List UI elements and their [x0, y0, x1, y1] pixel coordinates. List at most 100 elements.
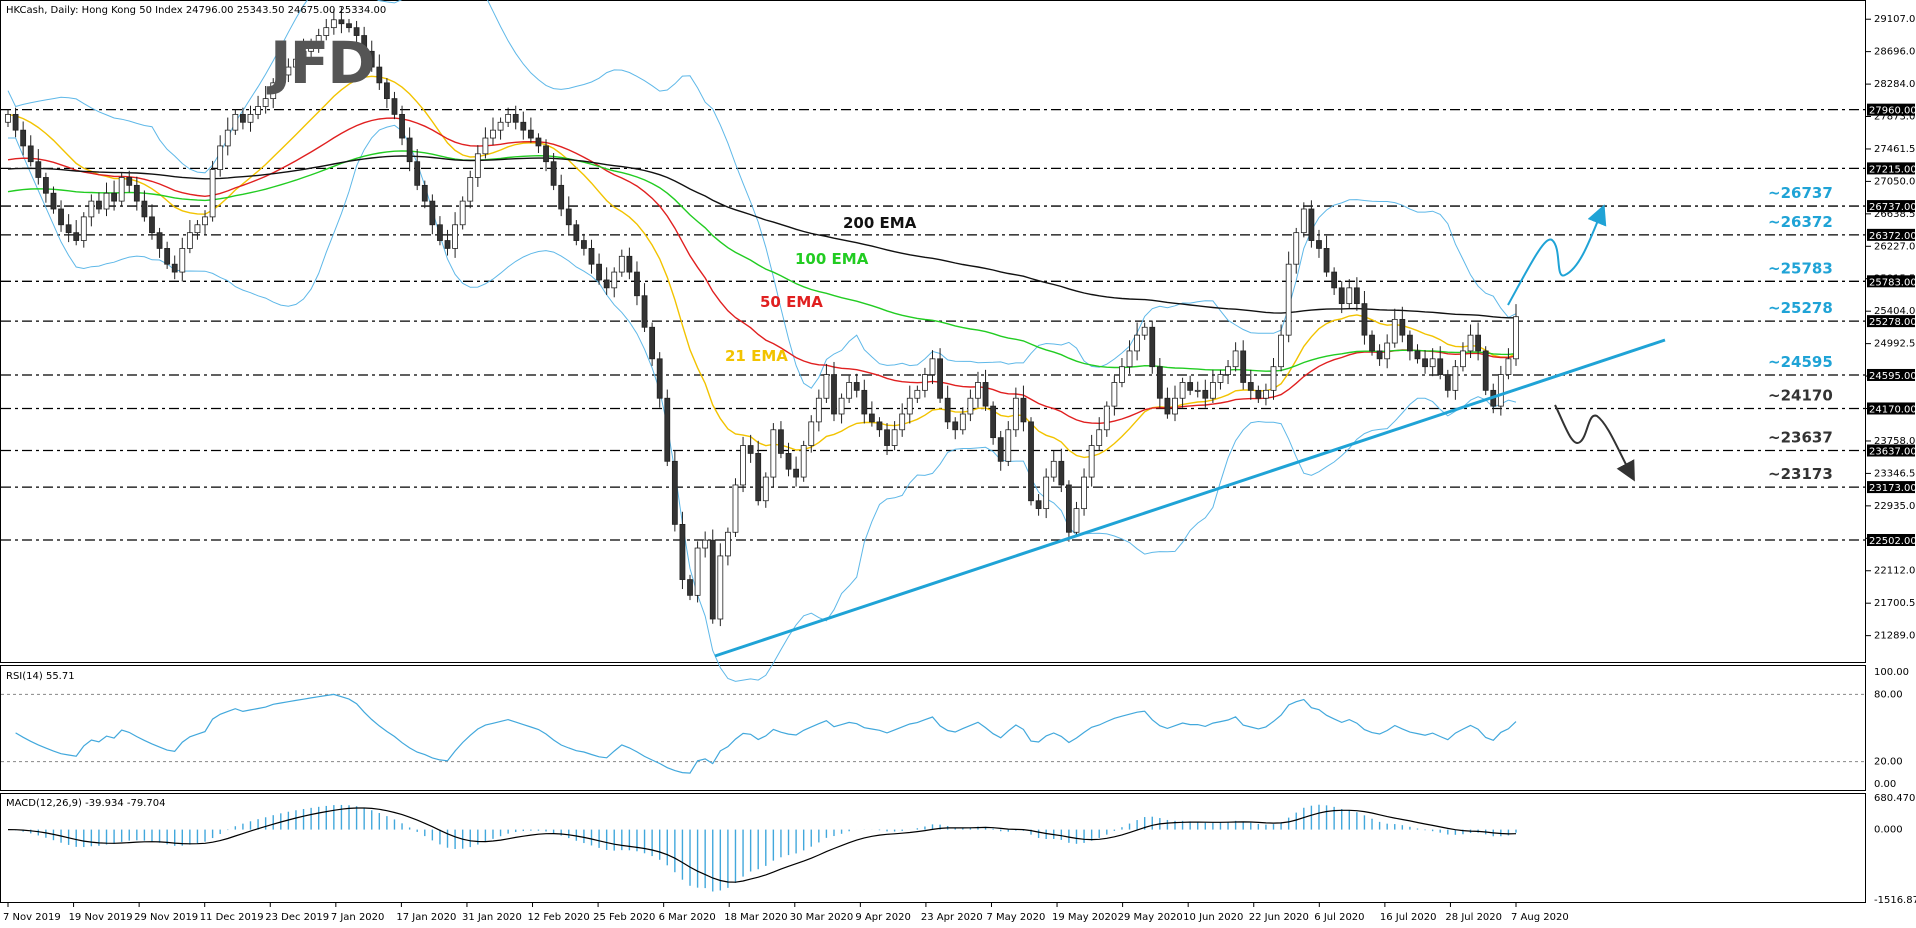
candle-body — [1407, 334, 1413, 352]
candle-body — [330, 19, 337, 29]
candle-body — [1414, 350, 1421, 360]
candle-body — [186, 232, 193, 249]
candle-body — [861, 389, 868, 415]
candle-body — [808, 421, 815, 446]
candle-body — [1020, 397, 1027, 423]
time-tick-label: 7 May 2020 — [986, 912, 1045, 923]
time-tick-label: 19 May 2020 — [1052, 912, 1117, 923]
candle-body — [96, 200, 102, 210]
candle-body — [876, 421, 883, 431]
candle-body — [315, 35, 322, 44]
rsi-pane-frame — [0, 665, 1866, 791]
candle-body — [1202, 389, 1209, 399]
candle-body — [709, 539, 716, 620]
candle-body — [467, 177, 474, 202]
price-tick-label: 27873.00 — [1874, 112, 1916, 123]
level-price-box — [1867, 533, 1915, 546]
main-pane-frame — [0, 0, 1866, 663]
candle-body — [1361, 303, 1368, 336]
time-tick-label: 6 Mar 2020 — [659, 912, 716, 923]
candle-body — [141, 200, 148, 218]
candle-body — [88, 200, 95, 218]
candle-body — [323, 27, 330, 36]
candle-body — [133, 184, 140, 202]
candle-body — [1043, 476, 1050, 510]
level-price-label: 27215.00 — [1869, 164, 1916, 175]
candle-body — [1096, 429, 1103, 446]
time-tick-label: 11 Dec 2019 — [200, 912, 264, 923]
level-price-box — [1867, 368, 1915, 381]
time-tick-label: 19 Nov 2019 — [69, 912, 133, 923]
candlesticks — [5, 7, 1519, 627]
candle-body — [1452, 366, 1459, 391]
jfd-logo: JFD — [266, 29, 373, 97]
horizontal-levels — [1, 109, 1865, 541]
candle-body — [217, 145, 224, 170]
candle-body — [1422, 358, 1428, 368]
candle-body — [1285, 263, 1292, 336]
candle-body — [1278, 334, 1284, 368]
candle-body — [80, 216, 87, 241]
ema50-label: 50 EMA — [760, 293, 823, 311]
ema100-line — [7, 150, 1517, 372]
price-tick-label: 22935.00 — [1874, 501, 1916, 512]
candle-body — [224, 129, 231, 147]
candle-body — [277, 74, 284, 84]
time-tick-label: 7 Aug 2020 — [1511, 912, 1569, 923]
candle-body — [1141, 326, 1148, 336]
candle-body — [444, 240, 451, 249]
level-price-label: 23173.00 — [1869, 483, 1916, 494]
candle-body — [1111, 382, 1118, 407]
candle-body — [527, 129, 534, 139]
candle-body — [1073, 508, 1080, 533]
candle-body — [346, 23, 352, 29]
candle-body — [293, 58, 299, 68]
candle-body — [1225, 366, 1231, 375]
candle-body — [656, 358, 663, 399]
price-tick-label: 26638.50 — [1874, 209, 1916, 220]
candle-body — [164, 248, 171, 265]
candle-body — [300, 50, 307, 60]
candle-body — [565, 208, 572, 226]
level-annotation: ~25278 — [1768, 299, 1833, 317]
candle-body — [406, 137, 413, 163]
candle-body — [1058, 460, 1065, 486]
level-price-label: 27960.00 — [1869, 106, 1916, 117]
candle-body — [1164, 397, 1171, 415]
candle-body — [391, 98, 398, 115]
level-annotation: ~25783 — [1768, 259, 1833, 277]
time-tick-label: 23 Dec 2019 — [265, 912, 329, 923]
time-tick-label: 16 Jul 2020 — [1380, 912, 1437, 923]
bollinger-upper — [7, 0, 1517, 389]
candle-body — [899, 413, 906, 431]
candle-body — [35, 161, 42, 178]
candle-body — [588, 248, 595, 265]
price-tick-label: 23758.00 — [1874, 436, 1916, 447]
candle-body — [1270, 366, 1277, 391]
rsi-tick-label: 80.00 — [1874, 689, 1903, 700]
candle-body — [558, 184, 565, 210]
candle-body — [459, 200, 466, 226]
time-tick-label: 18 Mar 2020 — [724, 912, 787, 923]
candle-body — [42, 177, 49, 194]
candle-body — [778, 429, 784, 454]
candle-body — [118, 177, 125, 202]
candle-body — [421, 184, 428, 202]
candle-body — [368, 50, 375, 68]
candle-body — [937, 358, 943, 399]
candle-body — [1513, 316, 1519, 360]
candle-body — [740, 445, 746, 486]
candle-body — [414, 161, 421, 186]
candle-body — [1179, 382, 1186, 399]
candle-body — [793, 468, 800, 478]
candle-body — [490, 129, 496, 139]
candle-body — [1505, 358, 1512, 375]
candle-body — [12, 113, 19, 131]
candle-body — [202, 216, 208, 226]
candle-body — [755, 453, 762, 502]
candle-body — [474, 153, 481, 178]
candle-body — [1156, 366, 1163, 399]
candle-body — [1300, 208, 1307, 234]
candle-body — [1384, 342, 1391, 360]
